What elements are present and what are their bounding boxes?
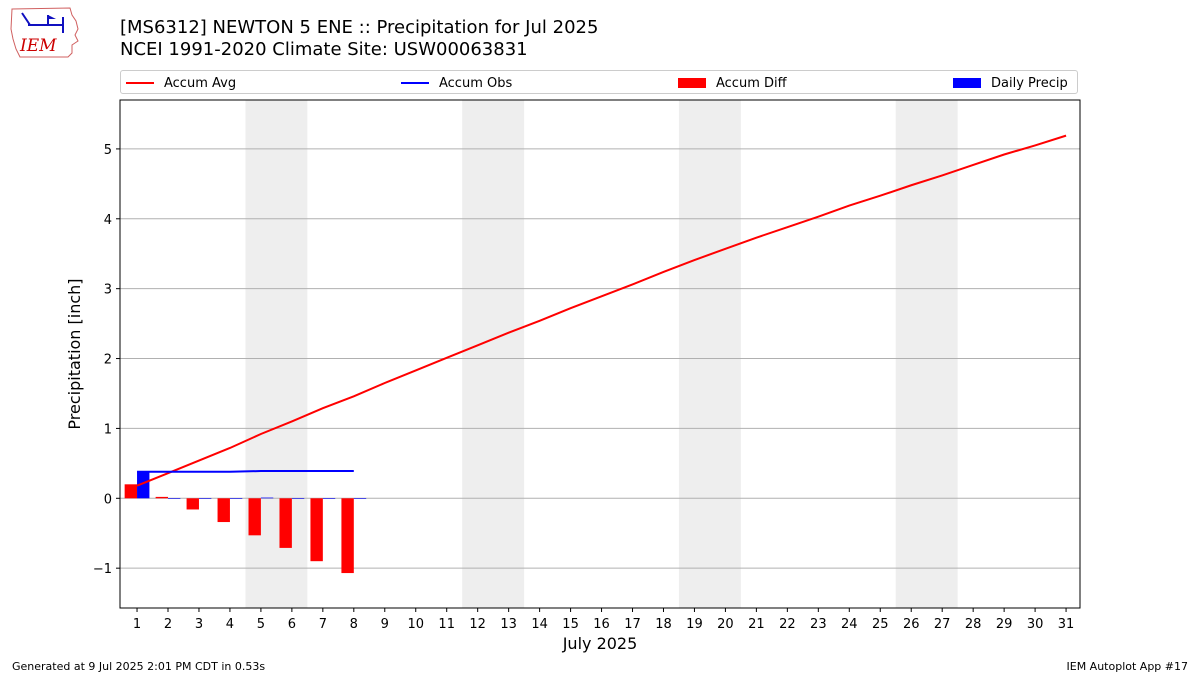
x-tick-label: 30	[1027, 617, 1044, 632]
x-tick-label: 8	[350, 617, 358, 632]
x-tick-label: 15	[562, 617, 579, 632]
legend-swatch-daily-precip	[953, 78, 981, 88]
y-tick-label: 2	[104, 353, 112, 368]
legend-item-daily-precip: Daily Precip	[953, 74, 1068, 92]
legend-swatch-accum-obs	[401, 82, 429, 84]
x-tick-label: 17	[624, 617, 641, 632]
bar-accum-diff	[124, 484, 138, 499]
y-tick-label: 0	[104, 492, 112, 507]
legend-swatch-accum-diff	[678, 78, 706, 88]
y-tick-label: 1	[104, 422, 112, 437]
x-tick-label: 13	[500, 617, 517, 632]
y-tick-label: 4	[104, 213, 112, 228]
x-tick-label: 5	[257, 617, 265, 632]
x-tick-label: 4	[226, 617, 234, 632]
bar-accum-diff	[310, 498, 323, 562]
iem-logo: IEM	[10, 7, 79, 58]
x-tick-label: 31	[1058, 617, 1075, 632]
weekend-band-4	[895, 100, 958, 608]
x-tick-label: 25	[872, 617, 889, 632]
y-tick-label: 3	[104, 283, 112, 298]
y-tick-label: −1	[93, 562, 112, 577]
y-axis-label: Precipitation [inch]	[65, 278, 84, 429]
chart-subtitle: NCEI 1991-2020 Climate Site: USW00063831	[120, 39, 528, 60]
x-tick-label: 14	[531, 617, 548, 632]
bar-daily-precip	[168, 498, 181, 499]
plot-frame	[119, 99, 1081, 609]
weekend-band-2	[462, 100, 525, 608]
x-tick-label: 12	[469, 617, 486, 632]
logo-text: IEM	[19, 36, 57, 56]
footer-generated-text: Generated at 9 Jul 2025 2:01 PM CDT in 0…	[12, 660, 266, 673]
x-tick-label: 3	[195, 617, 203, 632]
x-tick-label: 28	[965, 617, 982, 632]
bar-accum-diff	[217, 498, 230, 523]
series-line-accum-obs	[137, 470, 354, 473]
x-tick-label: 21	[748, 617, 765, 632]
legend-item-accum-obs: Accum Obs	[401, 74, 512, 92]
legend-label-accum-avg: Accum Avg	[164, 75, 237, 91]
y-tick-label: 5	[104, 143, 112, 158]
x-tick-label: 22	[779, 617, 796, 632]
x-tick-label: 29	[996, 617, 1013, 632]
x-tick-label: 27	[934, 617, 951, 632]
x-tick-label: 18	[655, 617, 672, 632]
bar-daily-precip	[229, 498, 243, 499]
legend-item-accum-diff: Accum Diff	[678, 74, 787, 92]
x-tick-label: 2	[164, 617, 172, 632]
bar-daily-precip	[137, 471, 150, 499]
x-tick-label: 1	[133, 617, 141, 632]
weekend-band-1	[245, 100, 308, 608]
legend-label-accum-diff: Accum Diff	[716, 75, 787, 91]
x-tick-label: 20	[717, 617, 734, 632]
series-line-accum-avg	[136, 134, 1067, 487]
chart-title: [MS6312] NEWTON 5 ENE :: Precipitation f…	[120, 17, 599, 38]
weekend-band-3	[678, 100, 741, 608]
x-tick-label: 16	[593, 617, 610, 632]
bar-daily-precip	[291, 498, 305, 499]
bar-accum-diff	[155, 496, 168, 499]
bar-daily-precip	[322, 498, 336, 499]
x-tick-label: 26	[903, 617, 920, 632]
bar-accum-diff	[341, 498, 354, 574]
bar-daily-precip	[353, 498, 367, 499]
legend-label-daily-precip: Daily Precip	[991, 75, 1068, 91]
grid-lines	[120, 148, 1080, 569]
weekend-shading	[245, 100, 958, 608]
series-lines	[136, 134, 1067, 487]
bar-daily-precip	[198, 498, 212, 499]
x-tick-label: 23	[810, 617, 827, 632]
x-axis-label: July 2025	[562, 634, 638, 653]
legend-item-accum-avg: Accum Avg	[126, 74, 236, 92]
legend-label-accum-obs: Accum Obs	[439, 75, 513, 91]
chart-legend: Accum Avg Accum Obs Accum Diff Daily Pre…	[120, 70, 1078, 94]
bar-accum-diff	[279, 498, 292, 548]
bar-daily-precip	[260, 497, 274, 499]
x-tick-label: 24	[841, 617, 858, 632]
footer-app-text: IEM Autoplot App #17	[1066, 660, 1189, 673]
bar-accum-diff	[248, 498, 261, 536]
x-tick-label: 6	[288, 617, 296, 632]
bars	[124, 471, 367, 574]
legend-swatch-accum-avg	[126, 82, 154, 84]
x-tick-label: 7	[319, 617, 327, 632]
x-tick-label: 9	[381, 617, 389, 632]
bar-accum-diff	[186, 498, 199, 510]
x-tick-label: 19	[686, 617, 703, 632]
x-tick-label: 10	[407, 617, 424, 632]
x-tick-label: 11	[438, 617, 455, 632]
